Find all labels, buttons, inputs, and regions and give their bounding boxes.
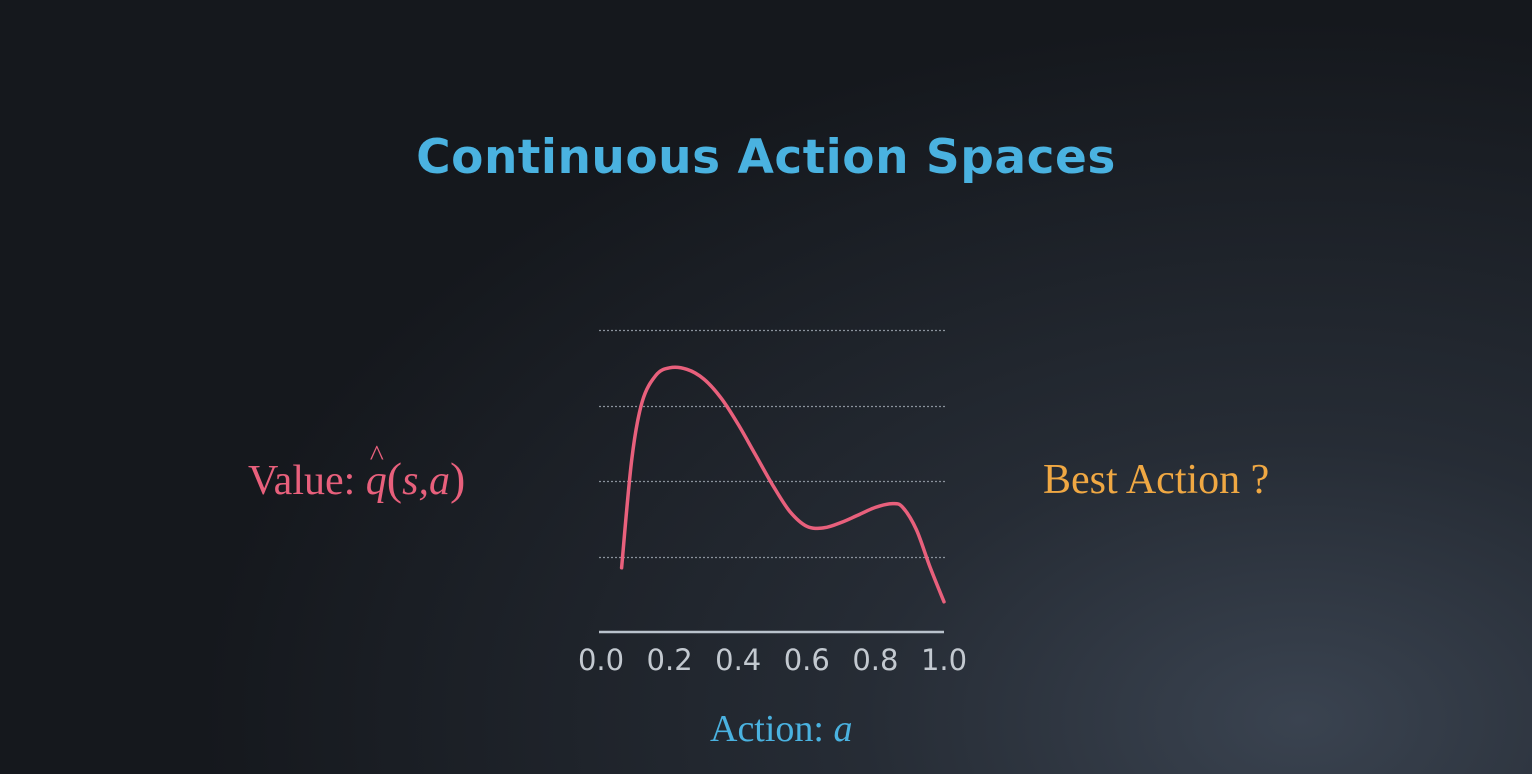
close-paren: ) <box>449 453 466 504</box>
value-curve <box>619 365 946 604</box>
x-tick-label-5: 1.0 <box>921 643 967 677</box>
q-letter: q <box>365 458 387 504</box>
action-variable: a <box>833 708 853 750</box>
hat-accent: ^ <box>369 439 384 472</box>
x-axis-title: Action: a <box>710 707 852 751</box>
best-action-label: Best Action ? <box>1043 456 1269 504</box>
action-label-prefix: Action: <box>710 708 824 750</box>
value-label: Value: ^ q(s,a) <box>248 439 466 505</box>
x-tick-label-0: 0.0 <box>578 643 624 677</box>
x-tick-label-2: 0.4 <box>715 643 761 677</box>
value-label-prefix: Value: <box>248 458 356 504</box>
x-tick-label-3: 0.6 <box>784 643 830 677</box>
best-action-text: Best Action <box>1043 457 1241 503</box>
x-tick-label-1: 0.2 <box>647 643 693 677</box>
slide-title: Continuous Action Spaces <box>416 130 1116 185</box>
value-args: s,a <box>402 458 450 504</box>
open-paren: ( <box>386 453 403 504</box>
x-tick-label-4: 0.8 <box>852 643 898 677</box>
q-hat-symbol: ^ q <box>365 439 387 505</box>
best-action-question: ? <box>1250 457 1270 503</box>
value-function-symbol: ^ q(s,a) <box>365 439 466 505</box>
